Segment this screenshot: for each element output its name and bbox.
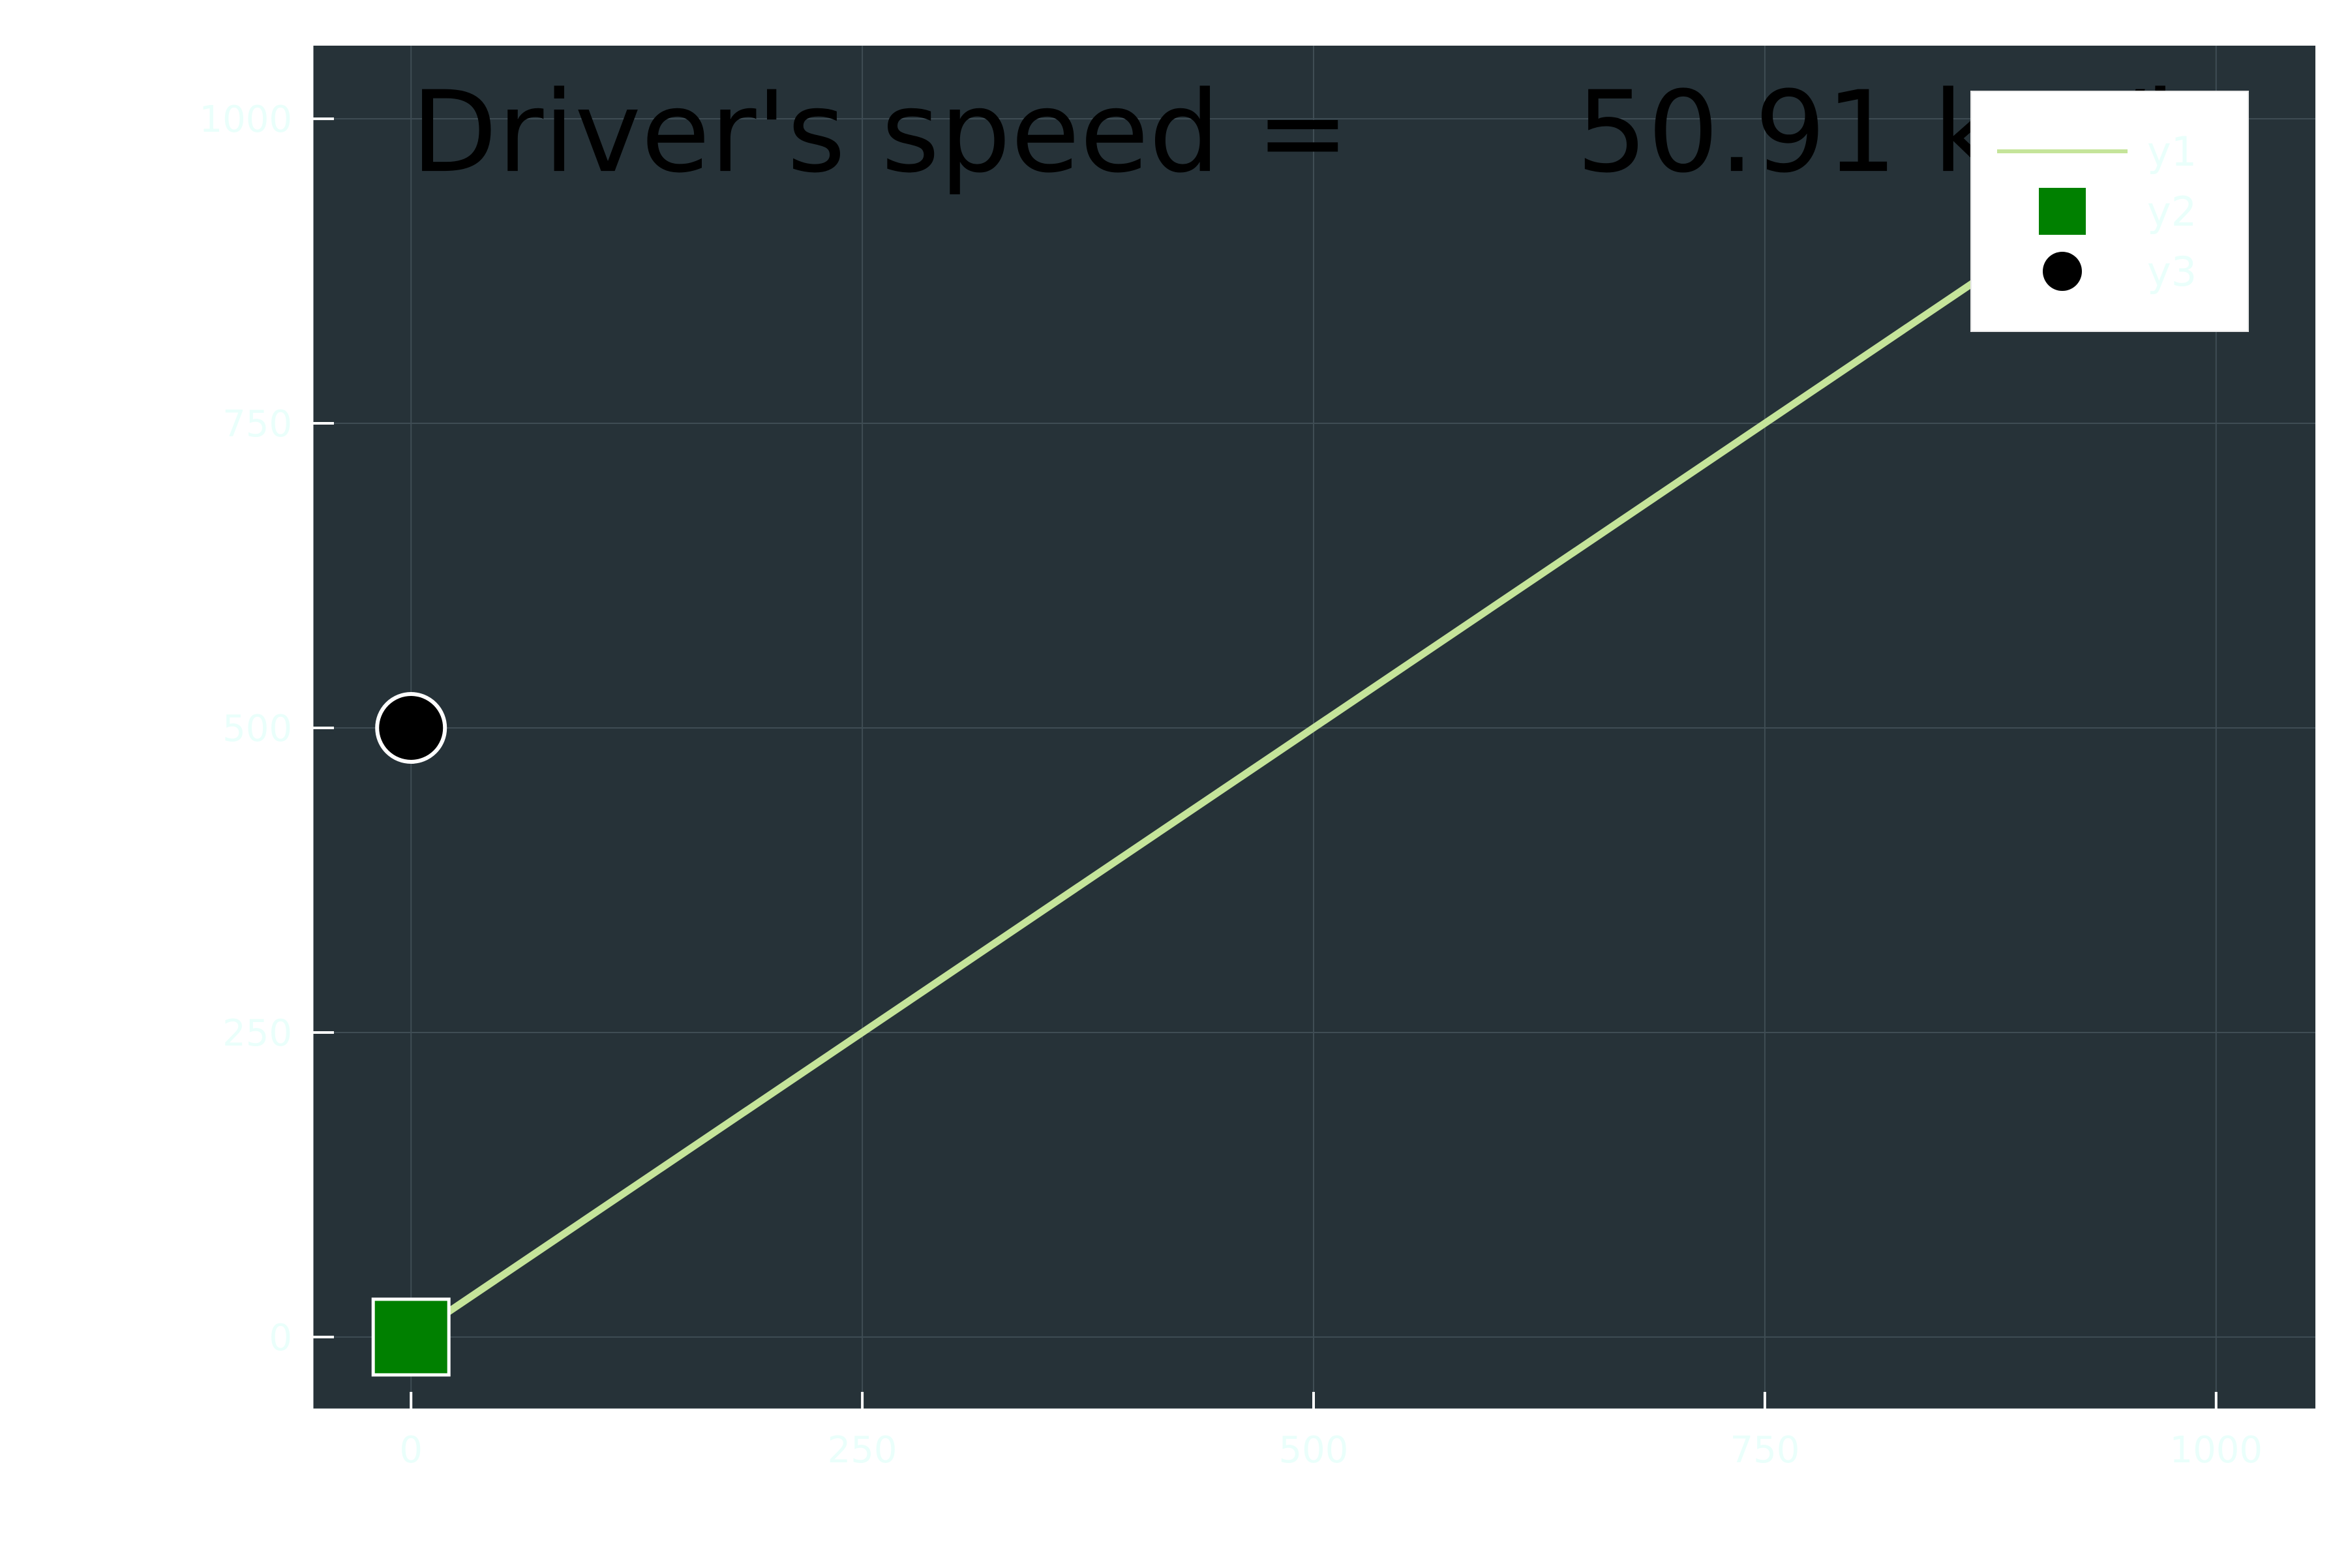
- legend-label-y1: y1: [2147, 128, 2197, 175]
- series-point-y2-0: [371, 1297, 451, 1377]
- series-line-y1: [409, 115, 2218, 1340]
- y-tick-label-0: 0: [269, 1317, 292, 1359]
- y-tick-label-4: 1000: [199, 98, 292, 141]
- x-tick-label-3: 750: [1730, 1429, 1799, 1471]
- legend: y1 y2 y3: [1970, 91, 2249, 332]
- legend-label-y3: y3: [2147, 248, 2197, 295]
- legend-label-y2: y2: [2147, 188, 2197, 235]
- legend-swatch-y3: [2043, 252, 2082, 291]
- x-tick-label-4: 1000: [2170, 1429, 2263, 1471]
- data-series: [371, 115, 2218, 1377]
- x-tick-label-0: 0: [399, 1429, 423, 1471]
- y-tick-label-2: 500: [222, 708, 292, 750]
- y-tick-label-1: 250: [222, 1012, 292, 1055]
- series-point-y3-0: [375, 692, 447, 764]
- x-tick-label-1: 250: [828, 1429, 897, 1471]
- annotation-0: Driver's speed =: [411, 67, 1349, 198]
- legend-swatch-y2: [2039, 188, 2086, 235]
- legend-box: [1970, 91, 2249, 332]
- axes: 0 250 500 750 1000 0 250 500 750 1000: [199, 46, 2315, 1471]
- annotations: Driver's speed = 50.91 km/h: [411, 67, 2216, 198]
- x-tick-label-2: 500: [1279, 1429, 1349, 1471]
- y-tick-label-3: 750: [222, 403, 292, 445]
